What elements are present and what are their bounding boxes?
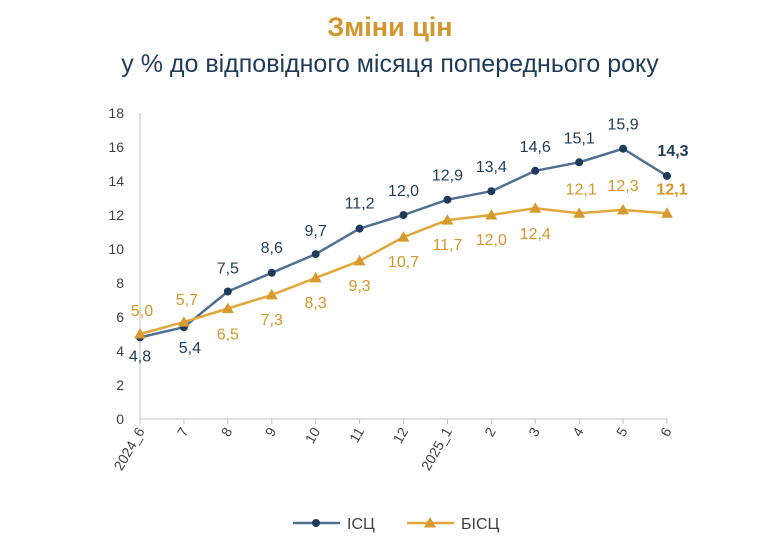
data-label-bisc: 5,0 [131,303,153,320]
data-label-isc: 9,7 [305,223,327,240]
data-label-isc: 13,4 [476,159,507,176]
data-label-bisc: 12,3 [608,178,639,195]
data-point-bisc [134,328,146,339]
data-label-bisc: 12,4 [520,226,551,243]
data-label-bisc: 8,3 [305,295,327,312]
y-tick-label: 10 [108,241,124,257]
y-tick-label: 12 [108,207,124,223]
chart-title: Зміни цін [327,12,453,42]
data-point-bisc [529,202,542,213]
legend-label-bisc: БІСЦ [461,516,500,533]
y-tick-label: 6 [116,309,124,325]
y-tick-label: 8 [116,275,124,291]
data-label-bisc: 12,1 [566,181,597,198]
y-tick-label: 0 [116,411,124,427]
data-point-bisc [661,207,673,218]
data-point-bisc [617,203,630,215]
data-point-bisc [397,231,410,242]
x-tick-label: 2025_1 [418,424,455,473]
data-label-isc: 8,6 [261,240,283,257]
x-tick-label: 2 [481,424,499,439]
data-label-bisc: 12,1 [656,181,687,198]
y-tick-label: 14 [108,173,124,189]
data-point-isc [355,224,364,233]
data-point-isc [619,144,628,153]
data-point-isc [531,166,540,175]
data-point-isc [663,171,671,180]
data-point-bisc [265,288,278,300]
data-point-bisc [441,214,454,225]
data-label-isc: 5,4 [179,340,201,357]
x-tick-label: 11 [346,424,367,445]
data-label-isc: 15,9 [608,117,639,134]
x-tick-label: 10 [302,424,324,446]
data-label-bisc: 11,7 [432,237,462,254]
data-label-isc: 4,8 [129,348,151,365]
x-tick-label: 7 [174,424,192,439]
y-tick-label: 4 [116,343,124,359]
data-point-isc [267,268,276,277]
legend-marker-isc [312,519,320,527]
data-label-isc: 11,2 [345,196,375,213]
legend-marker-bisc [424,517,436,528]
x-tick-label: 2024_6 [110,424,147,473]
y-tick-label: 2 [116,377,124,393]
data-label-isc: 12,0 [388,183,419,200]
data-point-isc [223,287,232,296]
data-point-isc [311,250,320,259]
chart-subtitle: у % до відповідного місяця попереднього … [121,50,659,78]
data-point-isc [443,195,452,204]
y-tick-label: 18 [108,105,124,121]
data-label-isc: 15,1 [564,130,595,147]
x-tick-label: 5 [613,424,631,439]
data-point-bisc [485,209,498,220]
data-point-bisc [177,316,190,327]
data-label-isc: 14,3 [657,143,688,160]
data-label-isc: 7,5 [217,261,239,278]
data-label-bisc: 12,0 [476,232,507,249]
x-tick-label: 3 [525,424,543,439]
data-point-bisc [221,302,234,313]
legend-label-isc: ІСЦ [347,516,375,533]
y-tick-label: 16 [108,139,124,155]
x-tick-label: 4 [569,424,587,439]
x-tick-label: 9 [262,424,280,439]
x-tick-label: 8 [218,424,236,439]
data-point-isc [399,211,408,219]
data-label-bisc: 10,7 [388,254,419,271]
series-line-isc [139,147,668,339]
data-point-bisc [573,207,586,218]
data-point-bisc [309,271,322,283]
data-point-bisc [353,254,366,266]
data-label-bisc: 7,3 [261,312,283,329]
data-label-bisc: 5,7 [176,292,198,309]
x-tick-label: 12 [389,424,411,446]
data-label-isc: 12,9 [432,168,463,185]
data-point-isc [575,158,584,167]
data-label-bisc: 6,5 [217,327,239,344]
x-tick-label: 6 [657,424,675,439]
data-label-bisc: 9,3 [348,278,370,295]
data-point-isc [487,187,496,196]
data-label-isc: 14,6 [520,139,551,156]
